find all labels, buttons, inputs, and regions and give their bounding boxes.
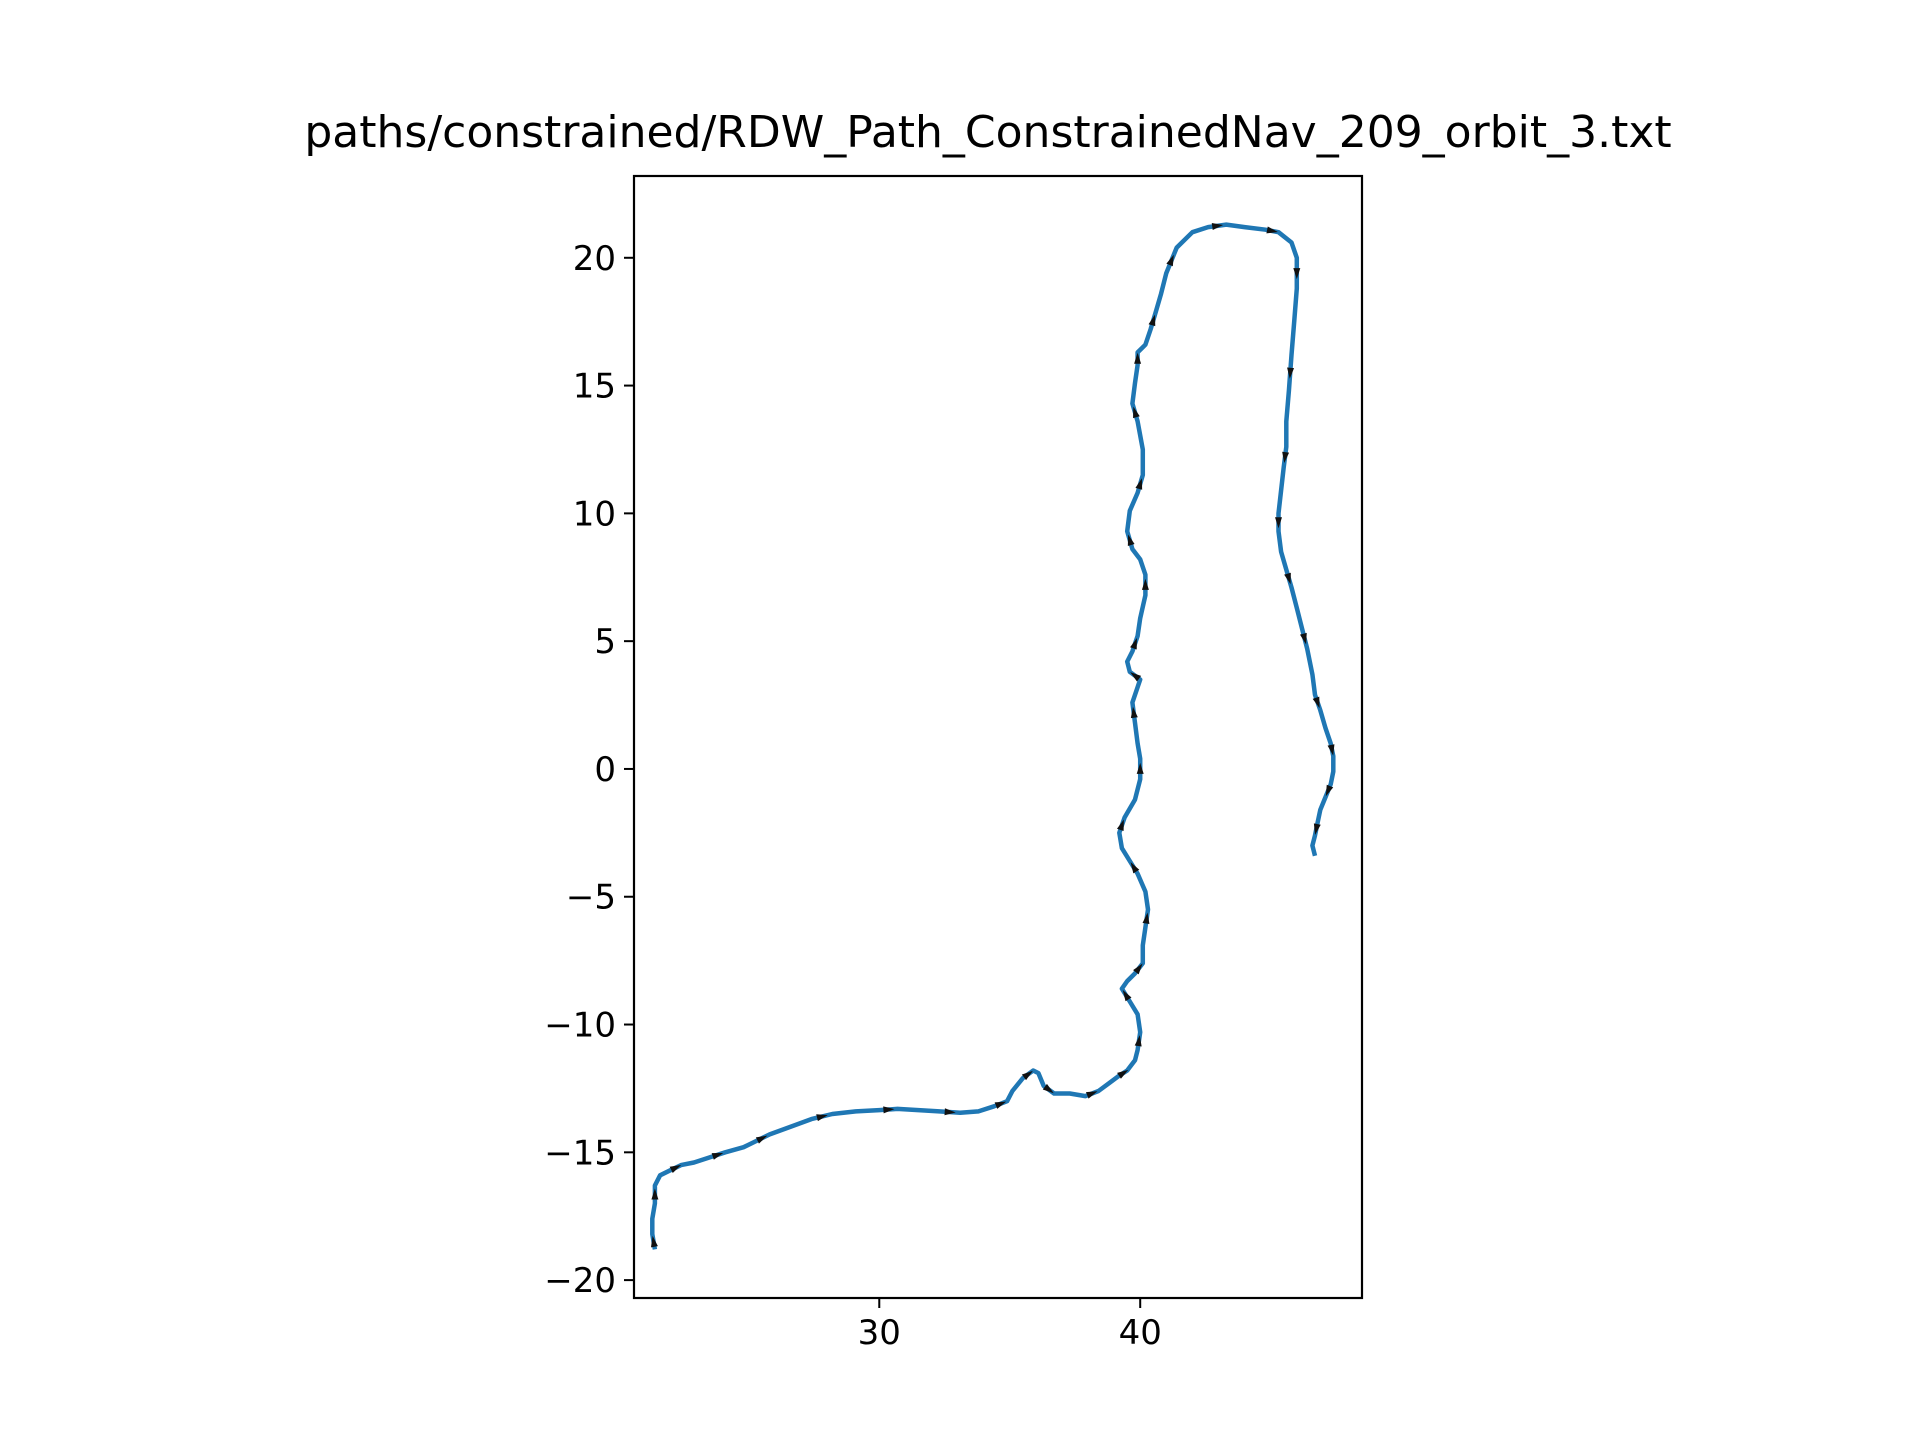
direction-arrow xyxy=(1127,534,1135,546)
direction-arrow xyxy=(755,1135,768,1144)
direction-arrow xyxy=(1130,706,1138,719)
direction-arrow xyxy=(1085,1091,1098,1099)
direction-arrow xyxy=(1130,672,1142,682)
direction-arrow xyxy=(1166,254,1174,267)
direction-arrow xyxy=(1133,963,1143,975)
direction-arrow xyxy=(1312,696,1320,709)
direction-arrow xyxy=(1133,406,1140,419)
y-tick-label: 10 xyxy=(573,494,616,534)
direction-arrow xyxy=(1293,268,1301,280)
direction-arrow xyxy=(1211,223,1224,230)
direction-arrow xyxy=(650,1235,658,1248)
direction-arrow xyxy=(1021,1070,1033,1081)
direction-arrow xyxy=(994,1101,1007,1109)
direction-arrow xyxy=(1275,517,1282,529)
direction-arrow xyxy=(1135,478,1143,490)
direction-arrow xyxy=(944,1108,956,1116)
x-tick-label: 40 xyxy=(1119,1313,1162,1353)
direction-arrow xyxy=(1142,912,1150,924)
y-tick-label: 15 xyxy=(573,367,616,407)
y-tick-label: −15 xyxy=(544,1133,616,1173)
direction-arrow xyxy=(711,1153,724,1160)
chart-title: paths/constrained/RDW_Path_ConstrainedNa… xyxy=(304,107,1671,158)
direction-arrow xyxy=(1287,367,1295,379)
path-series-line xyxy=(650,222,1336,1250)
plot-area xyxy=(650,222,1336,1250)
y-tick-label: 0 xyxy=(594,750,616,790)
direction-arrow xyxy=(1327,744,1335,756)
direction-arrow xyxy=(1134,352,1142,364)
y-tick-label: −10 xyxy=(544,1006,616,1046)
direction-arrow xyxy=(1117,1069,1129,1079)
direction-arrow xyxy=(1134,1035,1142,1047)
direction-arrow xyxy=(1266,226,1278,234)
direction-arrow xyxy=(1284,572,1291,585)
y-tick-label: 5 xyxy=(594,622,616,662)
direction-arrow xyxy=(1130,862,1140,874)
axis-ticks: 30 40 20 15 10 5 0 −5 −10 −15 −20 xyxy=(544,239,1162,1353)
direction-arrow xyxy=(1042,1083,1054,1094)
axes-frame xyxy=(632,174,1364,1300)
direction-arrow xyxy=(1299,632,1307,645)
direction-arrow xyxy=(883,1106,895,1114)
direction-arrow xyxy=(669,1165,682,1174)
direction-arrow xyxy=(816,1114,828,1122)
direction-arrow xyxy=(1136,762,1144,774)
direction-arrow xyxy=(1116,819,1124,832)
y-tick-label: −5 xyxy=(566,878,616,918)
direction-arrow xyxy=(1122,989,1132,1002)
direction-arrow xyxy=(1282,451,1290,464)
direction-arrow xyxy=(1148,314,1156,327)
x-tick-label: 30 xyxy=(858,1313,901,1353)
direction-arrow xyxy=(1313,823,1321,835)
direction-arrow xyxy=(1325,784,1334,797)
direction-arrow xyxy=(651,1188,659,1200)
y-tick-label: −20 xyxy=(544,1261,616,1301)
direction-arrow xyxy=(1130,638,1137,650)
y-tick-label: 20 xyxy=(573,239,616,279)
direction-arrow xyxy=(1141,578,1149,590)
